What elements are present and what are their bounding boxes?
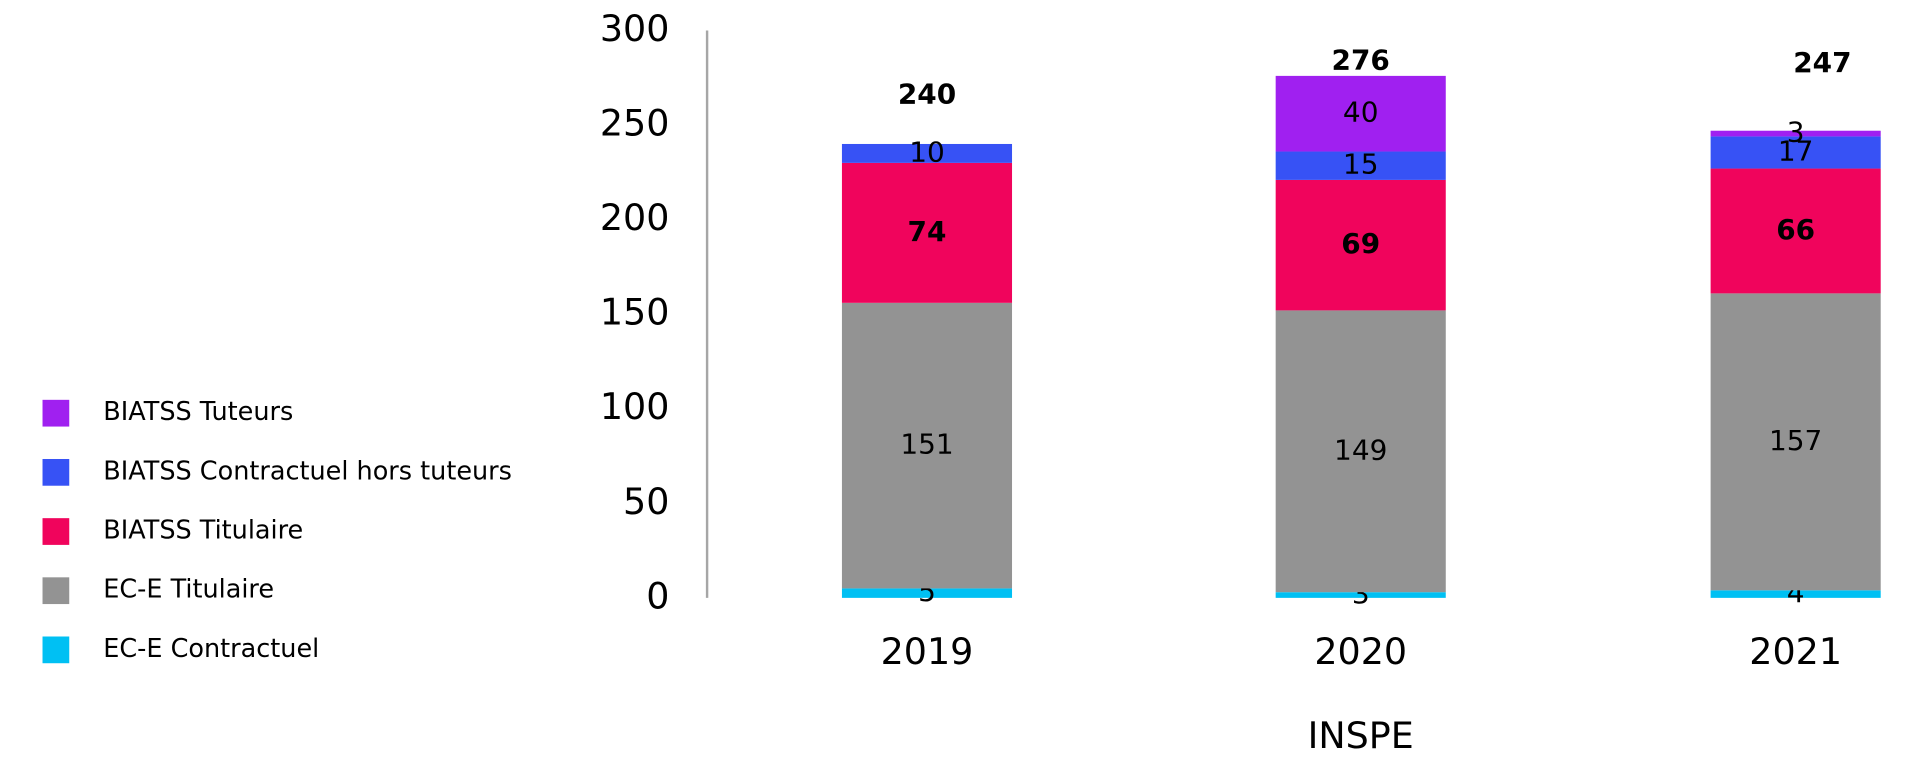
bar-segment — [1275, 592, 1446, 598]
y-tick-label: 100 — [600, 385, 670, 428]
data-label: 3 — [1787, 116, 1805, 149]
data-label: 149 — [1334, 433, 1387, 466]
bar-segment — [841, 143, 1013, 163]
data-label: 15 — [1343, 148, 1379, 181]
bar-segment — [1710, 136, 1881, 169]
bar-segment — [1710, 590, 1881, 598]
data-label: 66 — [1776, 213, 1815, 246]
legend-swatch — [42, 399, 70, 427]
total-label: 240 — [898, 77, 956, 110]
x-axis-label: INSPE — [1308, 714, 1414, 757]
data-label: 151 — [900, 428, 953, 461]
y-tick-label: 300 — [600, 7, 670, 50]
bar-segment — [1275, 179, 1446, 311]
data-label: 10 — [909, 135, 945, 168]
x-tick-label: 2021 — [1749, 630, 1842, 673]
legend-label: BIATSS Titulaire — [103, 516, 303, 546]
total-label: 276 — [1332, 43, 1390, 76]
data-label: 17 — [1778, 134, 1814, 167]
legend-swatch — [42, 636, 70, 664]
legend-label: EC-E Contractuel — [103, 634, 319, 664]
bar-segment — [1710, 293, 1881, 591]
bar-segment — [1710, 168, 1881, 294]
data-label: 157 — [1769, 424, 1822, 457]
bar-segment — [841, 302, 1013, 589]
bar-segment — [1275, 75, 1446, 152]
legend-label: BIATSS Contractuel hors tuteurs — [103, 456, 512, 486]
bar-segment — [1275, 151, 1446, 180]
data-label: 40 — [1343, 96, 1379, 129]
legend-label: EC-E Titulaire — [103, 575, 274, 605]
data-label: 74 — [908, 215, 947, 248]
data-label: 69 — [1341, 227, 1380, 260]
total-label: 247 — [1793, 46, 1851, 79]
bar-segment — [841, 588, 1013, 598]
y-tick-label: 200 — [600, 196, 670, 239]
bar-segment — [1710, 130, 1881, 137]
bar-segment — [841, 162, 1013, 303]
y-tick-label: 150 — [600, 291, 670, 334]
y-tick-label: 250 — [600, 102, 670, 145]
legend-swatch — [42, 577, 70, 605]
legend-label: BIATSS Tuteurs — [103, 397, 293, 427]
legend-swatch — [42, 518, 70, 545]
x-tick-label: 2020 — [1314, 630, 1407, 673]
bar-segment — [1275, 310, 1446, 593]
y-tick-label: 50 — [623, 480, 669, 523]
y-tick-label: 0 — [646, 574, 669, 617]
legend-swatch — [42, 458, 70, 486]
x-tick-label: 2019 — [881, 630, 974, 673]
